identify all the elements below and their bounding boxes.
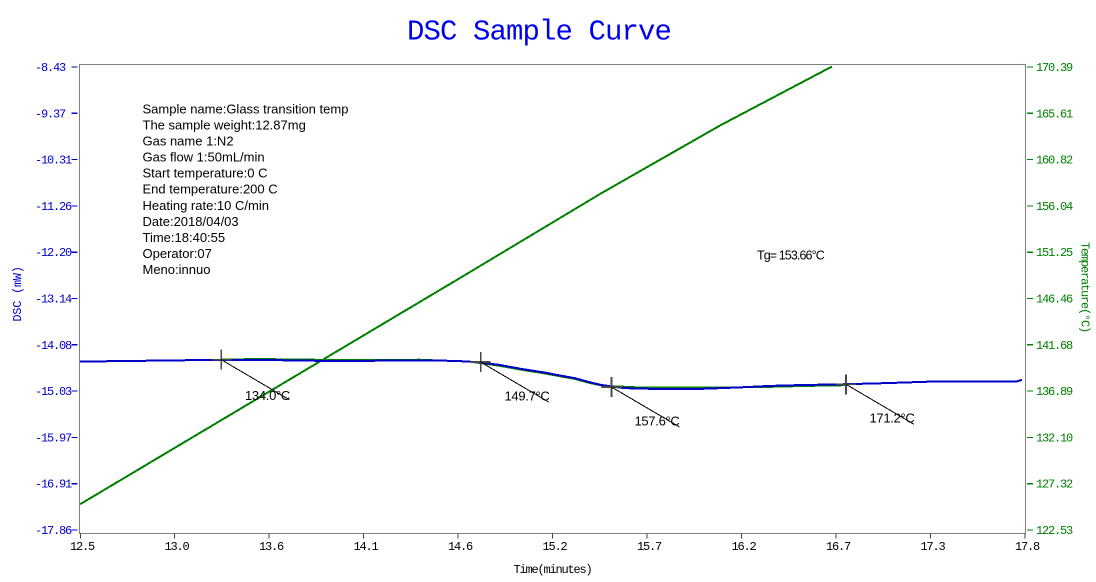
svg-text:-11.26: -11.26: [35, 200, 72, 214]
svg-text:14.6: 14.6: [448, 540, 473, 554]
svg-text:-13.14: -13.14: [35, 293, 72, 307]
svg-text:-9.37: -9.37: [35, 107, 66, 121]
svg-text:149.7°C: 149.7°C: [504, 389, 549, 404]
svg-text:160.82: 160.82: [1036, 154, 1073, 168]
svg-text:Temperature(°C): Temperature(°C): [1078, 242, 1092, 332]
svg-text:17.8: 17.8: [1015, 540, 1040, 554]
svg-text:Operator:07: Operator:07: [143, 246, 212, 261]
svg-text:141.68: 141.68: [1036, 339, 1073, 353]
svg-text:Time:18:40:55: Time:18:40:55: [143, 230, 226, 245]
svg-text:DSC Sample Curve: DSC Sample Curve: [407, 16, 671, 49]
svg-text:-10.31: -10.31: [35, 154, 72, 168]
svg-text:16.2: 16.2: [731, 540, 756, 554]
svg-text:132.10: 132.10: [1036, 431, 1073, 445]
svg-text:17.3: 17.3: [920, 540, 945, 554]
svg-text:Start temperature:0 C: Start temperature:0 C: [143, 166, 268, 181]
svg-text:146.46: 146.46: [1036, 293, 1073, 307]
svg-text:-8.43: -8.43: [35, 61, 66, 75]
svg-text:171.2°C: 171.2°C: [869, 411, 914, 426]
svg-text:Heating rate:10 C/min: Heating rate:10 C/min: [143, 198, 269, 213]
svg-text:-15.97: -15.97: [35, 431, 72, 445]
svg-text:13.0: 13.0: [164, 540, 189, 554]
svg-text:136.89: 136.89: [1036, 385, 1073, 399]
svg-text:122.53: 122.53: [1036, 524, 1073, 538]
svg-text:End temperature:200 C: End temperature:200 C: [143, 182, 278, 197]
svg-text:Tg= 153.66°C: Tg= 153.66°C: [757, 249, 825, 263]
svg-text:170.39: 170.39: [1036, 61, 1073, 75]
svg-text:156.04: 156.04: [1036, 200, 1073, 214]
svg-text:-14.08: -14.08: [35, 339, 72, 353]
svg-text:Gas name 1:N2: Gas name 1:N2: [143, 134, 234, 149]
svg-text:15.2: 15.2: [542, 540, 567, 554]
svg-text:Gas flow 1:50mL/min: Gas flow 1:50mL/min: [143, 150, 265, 165]
svg-text:DSC (mW): DSC (mW): [11, 266, 25, 321]
svg-text:-16.91: -16.91: [35, 478, 72, 492]
svg-text:127.32: 127.32: [1036, 478, 1073, 492]
svg-text:12.5: 12.5: [70, 540, 95, 554]
svg-text:15.7: 15.7: [637, 540, 662, 554]
svg-text:The sample weight:12.87mg: The sample weight:12.87mg: [143, 118, 306, 133]
svg-text:Meno:innuo: Meno:innuo: [143, 262, 211, 277]
svg-text:14.1: 14.1: [353, 540, 378, 554]
svg-text:-17.86: -17.86: [35, 524, 72, 538]
svg-text:Date:2018/04/03: Date:2018/04/03: [143, 214, 239, 229]
svg-text:16.7: 16.7: [826, 540, 851, 554]
svg-text:Time(minutes): Time(minutes): [513, 563, 591, 577]
svg-text:13.6: 13.6: [259, 540, 284, 554]
svg-text:134.0°C: 134.0°C: [245, 388, 290, 403]
svg-text:151.25: 151.25: [1036, 246, 1073, 260]
svg-text:165.61: 165.61: [1036, 107, 1073, 121]
svg-text:-12.20: -12.20: [35, 246, 72, 260]
svg-text:Sample name:Glass transition t: Sample name:Glass transition temp: [143, 102, 349, 117]
svg-text:-15.03: -15.03: [35, 385, 72, 399]
svg-text:157.6°C: 157.6°C: [634, 414, 679, 429]
